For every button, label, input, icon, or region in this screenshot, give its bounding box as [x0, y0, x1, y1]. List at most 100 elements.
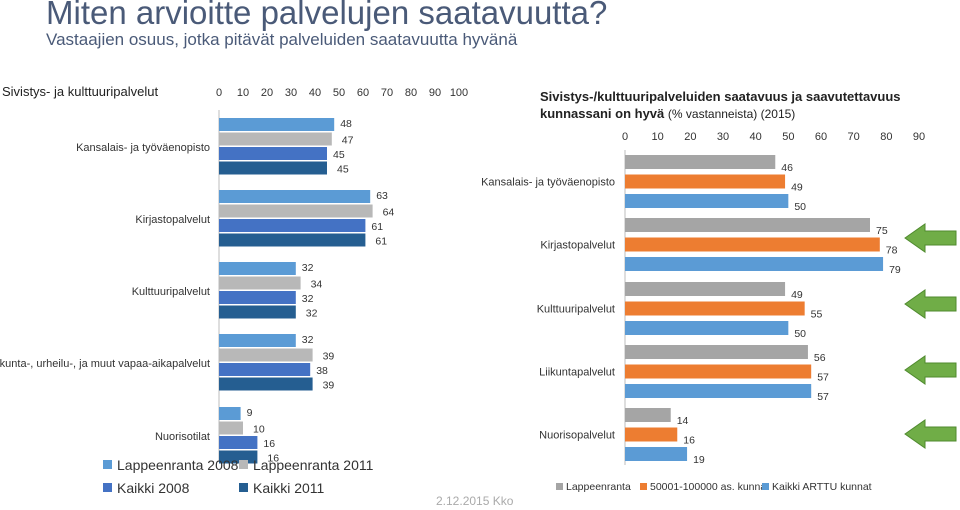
chart2-legend-label: Kaikki ARTTU kunnat — [772, 481, 872, 493]
chart1-category-label: Kulttuuripalvelut — [132, 286, 210, 298]
chart1-data-label: 32 — [302, 293, 314, 305]
chart2-legend-swatch — [556, 483, 563, 490]
chart1-data-label: 9 — [247, 407, 253, 419]
highlight-arrow-icon — [904, 289, 957, 319]
chart1-data-label: 34 — [311, 279, 323, 291]
footer-date: 2.12.2015 Kko — [436, 494, 514, 508]
chart2-data-label: 49 — [791, 182, 803, 194]
chart2-data-label: 49 — [791, 289, 803, 301]
chart1-data-label: 64 — [383, 207, 395, 219]
chart1-data-label: 47 — [342, 135, 354, 147]
chart1-category-label: Kansalais- ja työväenopisto — [76, 142, 210, 154]
chart2-data-label: 46 — [781, 162, 793, 174]
chart1-x-tick: 70 — [381, 87, 393, 99]
chart1-category-label: Nuorisotilat — [155, 431, 210, 443]
chart1-data-label: 38 — [316, 365, 328, 377]
chart2-bar — [625, 427, 678, 442]
chart1-bar — [219, 233, 366, 247]
chart1-x-tick: 0 — [216, 87, 222, 99]
chart1-x-tick: 20 — [261, 87, 273, 99]
chart2-x-tick: 40 — [750, 131, 762, 143]
chart2-data-label: 57 — [817, 391, 829, 403]
chart1-bar — [219, 161, 327, 175]
chart2-data-label: 19 — [693, 454, 705, 466]
chart1-x-tick: 40 — [309, 87, 321, 99]
chart1-x-tick: 90 — [429, 87, 441, 99]
chart1-data-label: 10 — [253, 424, 265, 436]
chart1-legend-swatch — [103, 483, 112, 492]
chart2-legend-label: Lappeenranta — [566, 481, 631, 493]
chart1-data-label: 32 — [302, 334, 314, 346]
chart1-legend-label: Kaikki 2011 — [253, 480, 325, 496]
chart1-category-label: Liikunta-, urheilu-, ja muut vapaa-aikap… — [0, 358, 210, 370]
page-subtitle: Vastaajien osuus, jotka pitävät palvelui… — [46, 30, 518, 49]
chart2-title: Sivistys-/kulttuuripalveluiden saatavuus… — [540, 88, 940, 123]
chart2-bar — [625, 218, 870, 232]
chart1-data-label: 39 — [323, 380, 335, 392]
chart1-bar — [219, 204, 373, 218]
chart1-legend-label: Lappeenranta 2008 — [117, 457, 239, 473]
chart1-bar — [219, 305, 296, 319]
chart1-category-label: Kirjastopalvelut — [135, 214, 210, 226]
chart2-category-label: Nuorisopalvelut — [539, 430, 615, 442]
highlight-arrow-icon — [904, 223, 957, 253]
chart2-data-label: 16 — [683, 435, 695, 447]
chart2-x-tick: 70 — [848, 131, 860, 143]
chart2-bar — [625, 282, 786, 296]
chart1-x-tick: 50 — [333, 87, 345, 99]
chart2-bar — [625, 408, 671, 422]
chart1-bar — [219, 348, 313, 362]
chart1-data-label: 16 — [267, 453, 279, 465]
chart2-data-label: 57 — [817, 372, 829, 384]
chart1-bar — [219, 219, 366, 232]
chart2-legend-swatch — [640, 483, 647, 490]
chart2-x-tick: 20 — [684, 131, 696, 143]
chart1-x-tick: 30 — [285, 87, 297, 99]
chart2-bar — [625, 194, 789, 208]
chart1-data-label: 39 — [323, 351, 335, 363]
chart2-data-label: 79 — [889, 264, 901, 276]
chart1-x-tick: 80 — [405, 87, 417, 99]
chart1-bar — [219, 276, 301, 290]
chart1-data-label: 45 — [333, 149, 345, 161]
page-title: Miten arvioitte palvelujen saatavuutta? — [46, 0, 608, 31]
chart2-title-suffix: (% vastanneista) (2015) — [667, 107, 796, 121]
chart2-bar — [625, 364, 812, 379]
chart2-data-label: 50 — [794, 328, 806, 340]
chart2-bar — [625, 321, 789, 335]
chart2-x-tick: 10 — [652, 131, 664, 143]
chart2-x-tick: 90 — [913, 131, 925, 143]
chart1-bar — [219, 363, 311, 376]
chart1-bar — [219, 421, 243, 435]
chart2-data-label: 75 — [876, 225, 888, 237]
chart2-bar — [625, 301, 805, 316]
chart2-category-label: Kansalais- ja työväenopisto — [481, 177, 615, 189]
chart2-x-tick: 80 — [880, 131, 892, 143]
chart1-data-label: 48 — [340, 118, 352, 130]
chart1-legend-swatch — [239, 483, 248, 492]
chart2-bar — [625, 155, 776, 169]
chart2-legend-swatch — [762, 483, 769, 490]
chart2-x-tick: 30 — [717, 131, 729, 143]
chart1-title: Sivistys- ja kulttuuripalvelut — [2, 84, 159, 99]
chart1-bar — [219, 262, 296, 275]
chart1-bar — [219, 407, 241, 420]
chart2-x-tick: 50 — [782, 131, 794, 143]
chart2-data-label: 55 — [811, 309, 823, 321]
highlight-arrow-icon — [904, 355, 957, 385]
chart1-bar — [219, 436, 258, 449]
chart1-x-tick: 10 — [237, 87, 249, 99]
chart2-data-label: 50 — [794, 201, 806, 213]
chart2-bar — [625, 384, 812, 398]
chart1-data-label: 32 — [306, 308, 318, 320]
chart2-bar — [625, 345, 808, 359]
chart1-data-label: 61 — [371, 221, 383, 233]
chart2-category-label: Kirjastopalvelut — [540, 240, 615, 252]
chart1-legend-label: Lappeenranta 2011 — [253, 457, 374, 473]
chart1-x-tick: 60 — [357, 87, 369, 99]
chart2-title-main: Sivistys-/kulttuuripalveluiden saatavuus… — [540, 89, 901, 121]
chart2-category-label: Kulttuuripalvelut — [537, 304, 615, 316]
chart1-bar — [219, 334, 296, 347]
highlight-arrow-icon — [904, 419, 957, 449]
